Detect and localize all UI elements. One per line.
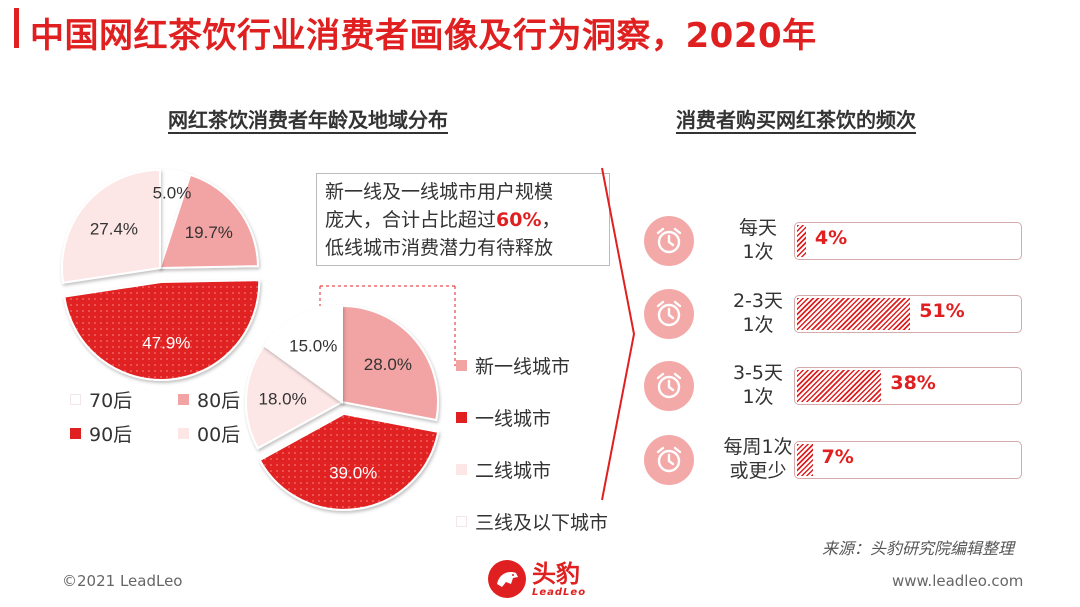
freq-bar-frame <box>794 295 1022 333</box>
callout-line-2a: 庞大，合计占比超过 <box>325 209 497 231</box>
freq-value-label: 38% <box>890 372 936 394</box>
legend-swatch-light <box>456 464 467 475</box>
source-note: 来源：头豹研究院编辑整理 <box>822 539 1015 558</box>
leadleo-logo: 头豹 LeadLeo <box>488 560 586 598</box>
freq-label: 3-5天 1次 <box>702 361 814 409</box>
legend-label: 90后 <box>89 424 133 446</box>
legend-label: 00后 <box>197 424 241 446</box>
legend-swatch-red <box>456 412 467 423</box>
freq-bar-frame <box>794 441 1022 479</box>
legend-label: 80后 <box>197 390 241 412</box>
legend-swatch-pink <box>178 394 189 405</box>
legend-region-tier1: 一线城市 <box>456 404 551 431</box>
pie-slice <box>158 173 260 270</box>
freq-bar <box>797 225 806 257</box>
callout-line-2: 庞大，合计占比超过60%， <box>325 206 601 234</box>
freq-row: 2-3天 1次 51% <box>644 289 1028 339</box>
legend-label: 新一线城市 <box>475 356 571 378</box>
legend-region-tier3: 三线及以下城市 <box>456 508 608 535</box>
alarm-clock-icon <box>644 435 694 485</box>
leopard-icon <box>488 560 526 598</box>
legend-swatch-light <box>178 428 189 439</box>
pie-value-label: 47.9% <box>142 333 190 352</box>
pie-value-label: 19.7% <box>185 223 233 242</box>
freq-row: 每天 1次 4% <box>644 216 1028 266</box>
freq-label: 每周1次 或更少 <box>702 435 814 483</box>
callout-line-2b: ， <box>541 209 561 231</box>
copyright: ©2021 LeadLeo <box>62 572 183 590</box>
freq-label-line-1: 2-3天 <box>732 290 784 312</box>
legend-age-90: 90后 <box>70 420 132 447</box>
logo-text-cn: 头豹 <box>532 559 580 588</box>
pie-value-label: 28.0% <box>364 355 412 374</box>
freq-value-label: 7% <box>821 446 854 468</box>
pie-value-label: 39.0% <box>329 464 377 483</box>
callout-line-3: 低线城市消费潜力有待释放 <box>325 237 554 259</box>
pie-slice <box>245 344 344 450</box>
callout-box: 新一线及一线城市用户规模 庞大，合计占比超过60%， 低线城市消费潜力有待释放 <box>316 173 610 266</box>
freq-label-line-1: 每天 <box>738 217 777 239</box>
region-pie-chart: 28.0% 39.0% 18.0% 15.0% <box>245 304 440 511</box>
pie-value-label: 15.0% <box>289 337 337 356</box>
pie-value-label: 18.0% <box>258 389 306 408</box>
freq-label-line-2: 1次 <box>742 314 774 336</box>
legend-age-70: 70后 <box>70 386 132 413</box>
freq-bar-frame <box>794 222 1022 260</box>
callout-highlight: 60% <box>496 209 542 231</box>
legend-swatch-white <box>70 394 81 405</box>
legend-swatch-pink <box>456 360 467 371</box>
freq-value-label: 51% <box>919 300 965 322</box>
legend-label: 二线城市 <box>475 460 552 482</box>
legend-age-00: 00后 <box>178 420 240 447</box>
pie-slice <box>262 304 343 404</box>
freq-label-line-1: 3-5天 <box>732 362 784 384</box>
callout-connector <box>319 285 456 366</box>
website-link[interactable]: www.leadleo.com <box>892 572 1024 590</box>
legend-region-new-tier1: 新一线城市 <box>456 352 570 379</box>
section-title-age-region: 网红茶饮消费者年龄及地域分布 <box>168 108 448 132</box>
section-title-frequency: 消费者购买网红茶饮的频次 <box>676 108 916 132</box>
freq-label: 每天 1次 <box>702 216 814 264</box>
freq-label-line-1: 每周1次 <box>723 436 793 458</box>
freq-label-line-2: 或更少 <box>729 460 787 482</box>
alarm-clock-icon <box>644 361 694 411</box>
freq-bar <box>797 370 882 402</box>
page-title: 中国网红茶饮行业消费者画像及行为洞察，2020年 <box>30 16 817 56</box>
legend-region-tier2: 二线城市 <box>456 456 551 483</box>
age-pie-chart: 5.0% 19.7% 47.9% 27.4% <box>61 168 261 381</box>
legend-label: 三线及以下城市 <box>475 512 609 534</box>
freq-value-label: 4% <box>814 227 848 249</box>
alarm-clock-icon <box>644 216 694 266</box>
freq-bar <box>797 298 911 330</box>
alarm-clock-icon <box>644 289 694 339</box>
legend-age-80: 80后 <box>178 386 240 413</box>
freq-label-line-2: 1次 <box>742 241 774 263</box>
pie-slice <box>258 412 440 511</box>
legend-swatch-white <box>456 516 467 527</box>
freq-label: 2-3天 1次 <box>702 289 814 337</box>
pie-value-label: 27.4% <box>90 219 138 238</box>
legend-label: 70后 <box>89 390 133 412</box>
pie-slice <box>61 168 161 284</box>
pie-slice <box>341 304 439 422</box>
freq-label-line-2: 1次 <box>742 386 774 408</box>
legend-swatch-red <box>70 428 81 439</box>
pie-value-label: 5.0% <box>153 184 192 203</box>
freq-bar-frame <box>794 367 1022 405</box>
legend-label: 一线城市 <box>475 408 552 430</box>
freq-row: 每周1次 或更少 7% <box>644 435 1028 485</box>
arrow-bracket <box>601 167 636 501</box>
pie-slice <box>63 279 261 381</box>
title-accent-bar <box>14 8 19 48</box>
freq-bar <box>797 444 813 476</box>
logo-text-en: LeadLeo <box>532 586 587 598</box>
callout-line-1: 新一线及一线城市用户规模 <box>325 181 554 203</box>
freq-row: 3-5天 1次 38% <box>644 361 1028 411</box>
